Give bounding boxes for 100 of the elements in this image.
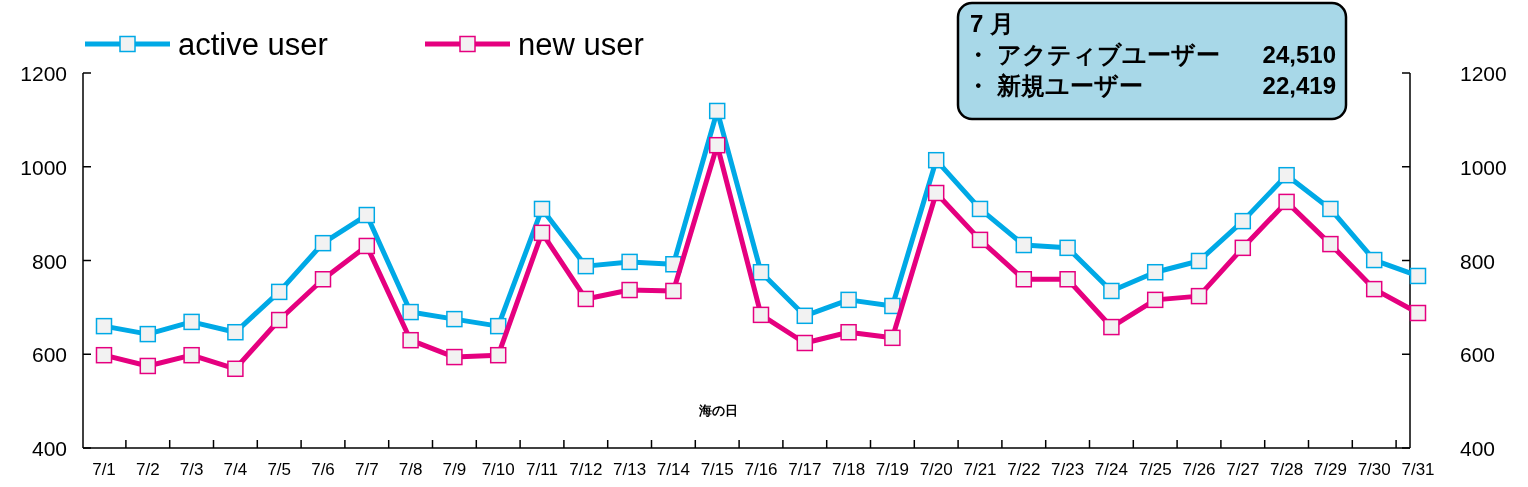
point bbox=[927, 184, 945, 202]
point bbox=[139, 325, 157, 343]
x-tick-label: 7/3 bbox=[179, 460, 204, 479]
point bbox=[1190, 252, 1208, 270]
y2-tick-label: 800 bbox=[1460, 249, 1496, 273]
point bbox=[95, 346, 113, 364]
point bbox=[577, 290, 595, 308]
point bbox=[1409, 267, 1427, 285]
point bbox=[183, 313, 200, 331]
y2-tick-label: 1000 bbox=[1460, 155, 1507, 179]
annotation: ・ 新規ユーザー bbox=[966, 72, 1143, 99]
point bbox=[270, 283, 288, 301]
x-tick-label: 7/2 bbox=[135, 460, 160, 479]
x-tick-label: 7/31 bbox=[1401, 460, 1435, 479]
x-tick-label: 7/18 bbox=[832, 460, 866, 479]
x-tick-label: 7/19 bbox=[875, 460, 909, 479]
point bbox=[183, 346, 200, 364]
x-tick-label: 7/8 bbox=[398, 460, 423, 479]
point bbox=[796, 307, 814, 325]
annotation: 22,419 bbox=[1262, 72, 1336, 99]
y-tick-label: 600 bbox=[31, 343, 67, 367]
y-tick-label: 1200 bbox=[20, 62, 67, 85]
point bbox=[1234, 212, 1252, 230]
x-tick-label: 7/4 bbox=[223, 460, 248, 479]
annotation: 海の日 bbox=[697, 403, 738, 418]
x-tick-label: 7/22 bbox=[1007, 460, 1041, 479]
point bbox=[446, 310, 463, 328]
point bbox=[1015, 271, 1033, 288]
point bbox=[227, 360, 244, 378]
x-tick-label: 7/10 bbox=[481, 460, 515, 479]
point bbox=[446, 348, 463, 366]
point bbox=[665, 282, 682, 300]
point bbox=[621, 281, 638, 299]
point bbox=[139, 357, 157, 375]
point bbox=[533, 200, 551, 218]
point bbox=[971, 200, 989, 218]
point bbox=[708, 102, 726, 120]
x-tick-label: 7/12 bbox=[569, 460, 603, 479]
y-tick-label: 800 bbox=[31, 249, 67, 273]
point bbox=[1103, 318, 1120, 336]
x-tick-label: 7/15 bbox=[700, 460, 734, 479]
x-tick-label: 7/9 bbox=[442, 460, 467, 479]
point bbox=[95, 317, 113, 335]
x-tick-label: 7/25 bbox=[1138, 460, 1172, 479]
x-tick-label: 7/30 bbox=[1357, 460, 1391, 479]
text: 24,510 bbox=[1262, 41, 1336, 68]
text: 7 月 bbox=[970, 10, 1015, 37]
legend-label: active user bbox=[178, 27, 328, 62]
point bbox=[752, 306, 770, 324]
point bbox=[1015, 236, 1033, 254]
x-tick-label: 7/21 bbox=[963, 460, 997, 479]
point bbox=[927, 151, 945, 169]
point bbox=[1322, 235, 1339, 253]
point bbox=[1103, 282, 1120, 300]
y-tick-label: 400 bbox=[31, 437, 67, 460]
point bbox=[1365, 251, 1383, 269]
x-tick-label: 7/29 bbox=[1313, 460, 1347, 479]
point bbox=[621, 253, 638, 271]
x-tick-label: 7/13 bbox=[613, 460, 647, 479]
point bbox=[489, 346, 507, 364]
point bbox=[402, 303, 419, 321]
x-tick-label: 7/6 bbox=[311, 460, 335, 479]
x-tick-label: 7/20 bbox=[919, 460, 953, 479]
point bbox=[1146, 291, 1164, 309]
point bbox=[1059, 239, 1076, 257]
y2-tick-label: 600 bbox=[1460, 343, 1496, 367]
point bbox=[358, 237, 376, 255]
x-tick-label: 7/23 bbox=[1051, 460, 1085, 479]
point bbox=[840, 291, 857, 309]
point bbox=[971, 231, 989, 249]
point bbox=[708, 136, 726, 154]
x-tick-label: 7/24 bbox=[1094, 460, 1128, 479]
point bbox=[270, 311, 288, 329]
x-tick-label: 7/17 bbox=[788, 460, 822, 479]
point bbox=[402, 331, 419, 349]
point bbox=[577, 257, 595, 275]
y-tick-label: 1000 bbox=[20, 155, 67, 179]
point bbox=[1322, 200, 1339, 218]
point bbox=[227, 323, 244, 341]
x-tick-label: 7/14 bbox=[656, 460, 690, 479]
point bbox=[840, 323, 857, 341]
y2-tick-label: 400 bbox=[1460, 437, 1496, 460]
x-tick-label: 7/28 bbox=[1270, 460, 1304, 479]
x-tick-label: 7/11 bbox=[526, 460, 558, 479]
point bbox=[358, 206, 376, 224]
point bbox=[884, 329, 901, 347]
point bbox=[752, 263, 770, 281]
point bbox=[1278, 193, 1295, 211]
x-tick-label: 7/27 bbox=[1226, 460, 1260, 479]
x-tick-label: 7/1 bbox=[92, 460, 116, 479]
point bbox=[1059, 271, 1076, 288]
point bbox=[314, 234, 332, 252]
text: ・ アクティブユーザー bbox=[966, 41, 1220, 68]
point bbox=[314, 271, 332, 288]
x-tick-label: 7/5 bbox=[267, 460, 292, 479]
point bbox=[1409, 304, 1427, 322]
point bbox=[1278, 166, 1295, 184]
point bbox=[533, 224, 551, 242]
point bbox=[1365, 280, 1383, 298]
legend-label: new user bbox=[518, 27, 644, 62]
